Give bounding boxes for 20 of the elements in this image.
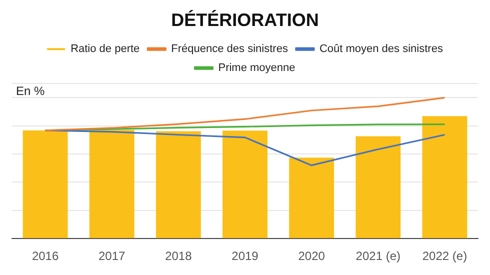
x-tick-label: 2020 bbox=[298, 249, 326, 264]
bar bbox=[356, 136, 401, 238]
chart-title: DÉTÉRIORATION bbox=[171, 10, 319, 30]
bar bbox=[156, 131, 201, 238]
x-tick-label: 2016 bbox=[32, 249, 59, 264]
x-tick-label: 2018 bbox=[165, 249, 192, 264]
x-tick-label: 2022 (e) bbox=[422, 249, 468, 264]
legend-label: Fréquence des sinistres bbox=[171, 43, 288, 56]
bar bbox=[222, 130, 268, 238]
x-tick-label: 2019 bbox=[232, 249, 259, 264]
legend-label: Coût moyen des sinistres bbox=[319, 43, 444, 56]
bar bbox=[289, 158, 334, 238]
x-tick-label: 2017 bbox=[98, 249, 126, 264]
bar bbox=[89, 130, 134, 238]
x-tick-label: 2021 (e) bbox=[356, 249, 400, 264]
legend-label: Prime moyenne bbox=[218, 62, 296, 74]
legend-label: Ratio de perte bbox=[70, 43, 140, 56]
y-axis-title: En % bbox=[16, 84, 46, 98]
bar bbox=[422, 116, 468, 238]
bar bbox=[22, 130, 68, 238]
